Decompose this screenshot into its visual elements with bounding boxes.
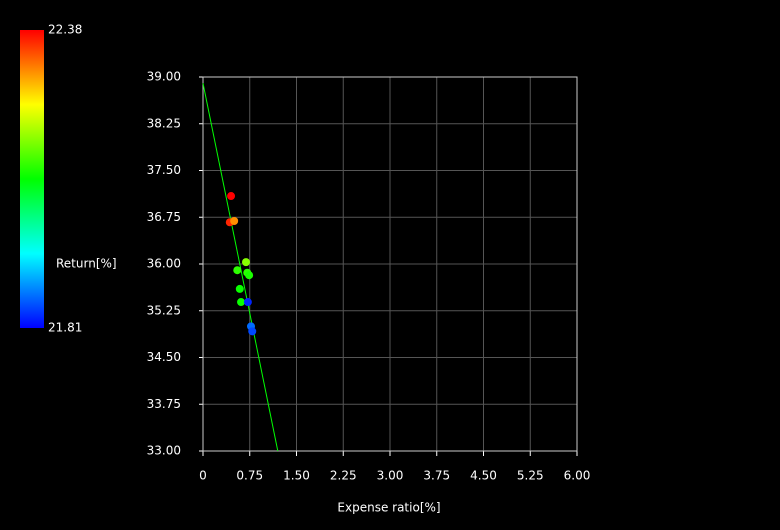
y-tick-label: 39.00 <box>147 70 181 84</box>
x-tick-label: 1.50 <box>283 469 310 483</box>
x-tick-label: 3.75 <box>423 469 450 483</box>
y-tick-label: 36.00 <box>147 257 181 271</box>
point <box>245 271 254 280</box>
colorbar-label: Return[%] <box>56 257 117 271</box>
point <box>227 192 236 201</box>
y-tick-label: 35.25 <box>147 303 181 317</box>
colorbar-min: 21.81 <box>48 321 82 335</box>
x-tick-label: 5.25 <box>517 469 544 483</box>
trendline <box>202 83 279 452</box>
x-tick-label: 3.00 <box>377 469 404 483</box>
y-tick-label: 38.25 <box>147 116 181 130</box>
x-tick-label: 4.50 <box>470 469 497 483</box>
y-tick-label: 33.75 <box>147 397 181 411</box>
x-tick-label: 0 <box>199 469 207 483</box>
point <box>233 266 242 275</box>
y-tick-label: 36.75 <box>147 210 181 224</box>
x-axis-label: Expense ratio[%] <box>337 501 440 515</box>
point <box>230 216 239 225</box>
colorbar <box>20 30 44 328</box>
y-tick-label: 34.50 <box>147 350 181 364</box>
y-tick-label: 33.00 <box>147 444 181 458</box>
plot-frame <box>202 76 578 452</box>
point <box>243 298 252 307</box>
point <box>235 284 244 293</box>
x-tick-label: 6.00 <box>564 469 591 483</box>
x-tick-label: 0.75 <box>236 469 263 483</box>
point <box>248 327 257 336</box>
point <box>242 258 251 267</box>
y-tick-label: 37.50 <box>147 163 181 177</box>
colorbar-max: 22.38 <box>48 23 82 37</box>
x-tick-label: 2.25 <box>330 469 357 483</box>
point <box>237 298 246 307</box>
